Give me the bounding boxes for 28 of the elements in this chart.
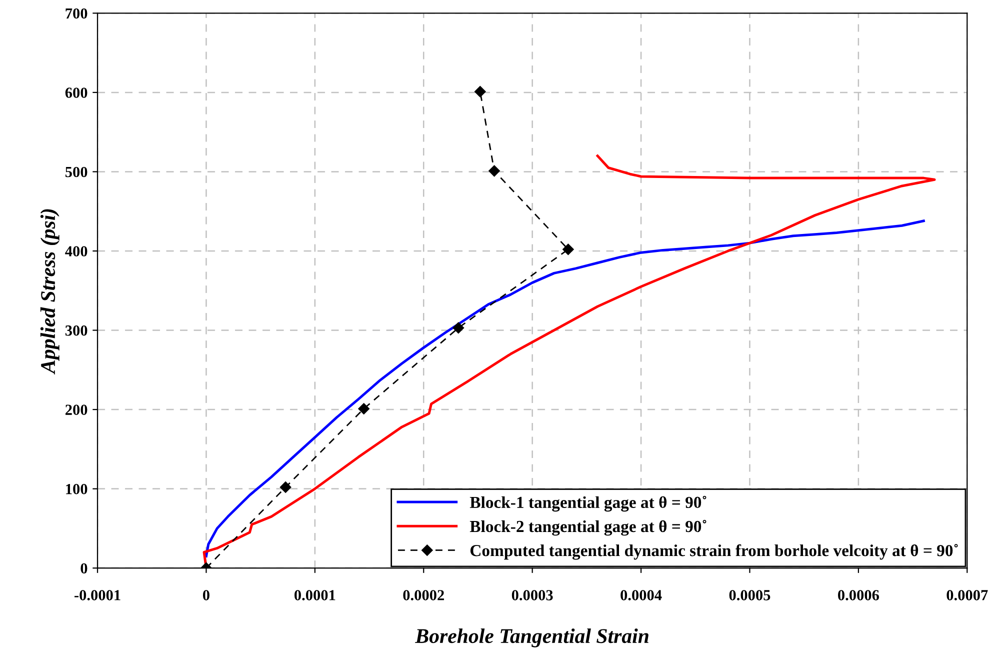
point — [280, 482, 292, 493]
point — [474, 86, 486, 98]
y-tick-label: 200 — [66, 404, 88, 415]
point — [452, 322, 464, 334]
y-axis-title: Applied Stress (psi) — [40, 209, 60, 374]
x-tick-label: 0.0001 — [294, 590, 336, 600]
legend-label: Block-2 tangential gage at θ = 90˚ — [470, 520, 706, 536]
y-tick-label: 600 — [65, 88, 88, 98]
point — [358, 403, 370, 414]
x-tick-label: 0.0007 — [946, 590, 988, 600]
y-tick-label: 500 — [65, 166, 88, 178]
y-tick-label: 400 — [65, 246, 88, 256]
x-tick-label: 0.0004 — [620, 590, 662, 600]
x-tick-label: 0.0002 — [403, 590, 444, 600]
x-axis-title: Borehole Tangential Strain — [415, 628, 648, 648]
y-tick-label: 0 — [80, 563, 88, 574]
point — [488, 165, 500, 177]
legend-label: Computed tangential dynamic strain from borhole velcoity at θ = 90˚ — [470, 544, 958, 560]
x-tick-label: 0.0006 — [838, 590, 879, 600]
point — [562, 244, 574, 256]
x-tick-label: 0.0003 — [512, 590, 553, 600]
x-tick-label: 0 — [202, 590, 210, 600]
x-tick-label: 0.0005 — [729, 590, 770, 600]
y-tick-label: 700 — [66, 8, 88, 19]
y-tick-label: 300 — [65, 325, 88, 336]
x-tick-label: -0.0001 — [74, 590, 120, 600]
legend-label: Block-1 tangential gage at θ = 90˚ — [470, 496, 706, 512]
y-tick-label: 100 — [66, 484, 88, 494]
